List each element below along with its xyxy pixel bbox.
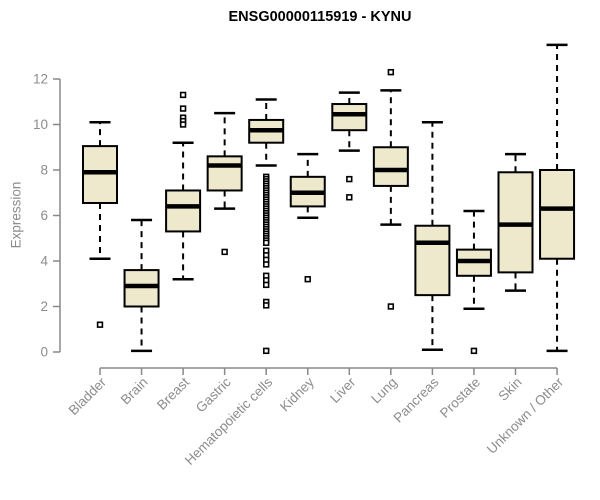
outlier-point-prostate — [470, 347, 478, 355]
outlier-point-liver — [346, 175, 353, 183]
outlier-point-breast — [179, 121, 187, 128]
iqr-box-bladder — [82, 145, 118, 204]
outlier-point-bladder — [96, 321, 104, 328]
y-tick-label-6: 6 — [40, 208, 48, 223]
outlier-point-hematopoietic-cells — [262, 281, 270, 289]
chart-title: ENSG00000115919 - KYNU — [228, 9, 412, 25]
iqr-box-liver — [331, 103, 368, 132]
y-tick-label-8: 8 — [40, 163, 48, 178]
x-tick-label-bladder: Bladder — [66, 374, 110, 418]
x-tick-label-brain: Brain — [118, 375, 151, 408]
outlier-point-liver — [346, 194, 353, 201]
outlier-point-gastric — [221, 248, 228, 256]
iqr-box-gastric — [206, 155, 243, 192]
x-tick-label-pancreas: Pancreas — [391, 374, 442, 425]
outlier-point-breast — [179, 105, 187, 112]
outlier-point-lung — [387, 303, 395, 310]
x-tick-label-lung: Lung — [368, 375, 400, 407]
iqr-box-brain — [123, 269, 160, 308]
y-tick-label-12: 12 — [33, 72, 48, 87]
outlier-point-breast — [179, 91, 187, 99]
y-tick-label-2: 2 — [40, 299, 48, 314]
x-tick-label-liver: Liver — [327, 374, 359, 406]
outlier-point-kidney — [304, 275, 311, 283]
x-tick-label-prostate: Prostate — [437, 375, 483, 421]
iqr-box-lung — [372, 146, 409, 187]
x-tick-label-gastric: Gastric — [193, 374, 234, 415]
outlier-point-lung — [387, 68, 395, 76]
iqr-box-pancreas — [414, 224, 451, 297]
y-tick-label-0: 0 — [40, 345, 48, 360]
x-tick-label-breast: Breast — [154, 374, 192, 412]
outlier-point-hematopoietic-cells — [262, 239, 270, 246]
x-tick-label-kidney: Kidney — [277, 374, 317, 414]
x-tick-label-unknown-other: Unknown / Other — [484, 374, 567, 457]
x-tick-label-skin: Skin — [495, 375, 524, 404]
outlier-point-hematopoietic-cells — [262, 261, 270, 268]
outlier-point-hematopoietic-cells — [262, 302, 270, 309]
iqr-box-breast — [165, 189, 202, 233]
y-tick-label-4: 4 — [40, 254, 48, 269]
iqr-box-skin — [497, 171, 534, 274]
y-tick-label-10: 10 — [33, 117, 48, 132]
iqr-box-unknown-other — [539, 169, 576, 260]
outlier-point-hematopoietic-cells — [262, 347, 270, 355]
